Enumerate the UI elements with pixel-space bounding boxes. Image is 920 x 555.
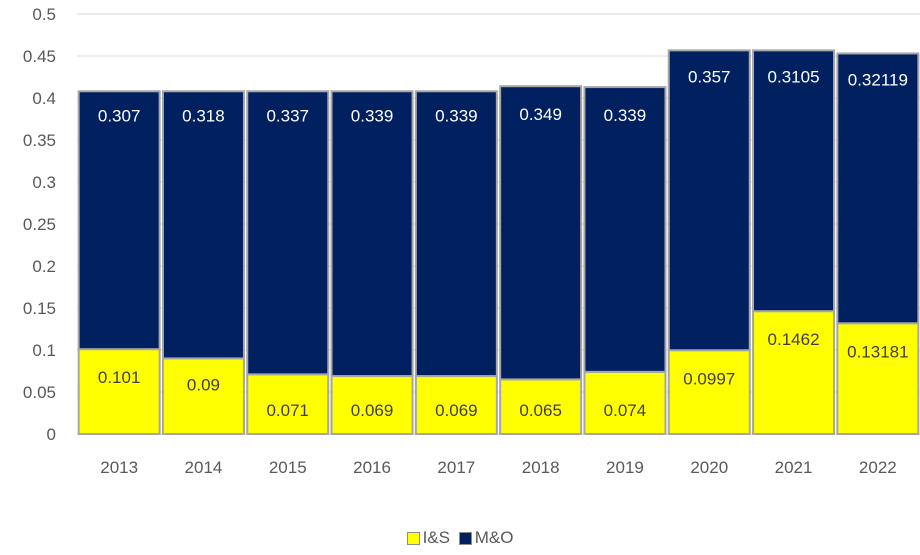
x-tick-label: 2020 [690, 458, 728, 477]
x-axis: 2013 2014 2015 2016 2017 2018 2019 2020 2021 2022 [100, 458, 897, 477]
data-label: 0.337 [266, 106, 309, 125]
bar-mo-2019 [583, 86, 667, 373]
data-label: 0.09 [187, 375, 220, 394]
bar-mo-2017 [414, 90, 498, 378]
bar-mo-2022 [836, 52, 920, 325]
x-tick-label: 2019 [606, 458, 644, 477]
data-label: 0.0997 [683, 369, 735, 388]
data-label: 0.3105 [768, 67, 820, 86]
legend-item-mo: M&O [458, 528, 514, 548]
x-tick-label: 2015 [269, 458, 307, 477]
x-tick-label: 2016 [353, 458, 391, 477]
bar-is-2017 [414, 375, 498, 436]
data-label: 0.318 [182, 106, 225, 125]
data-label: 0.1462 [768, 330, 820, 349]
x-tick-label: 2021 [775, 458, 813, 477]
legend-label-mo: M&O [474, 528, 514, 547]
legend-swatch-is [406, 531, 420, 545]
legend-item-is: I&S [406, 528, 450, 548]
bar-is-2020 [667, 349, 751, 436]
data-label: 0.339 [435, 106, 478, 125]
x-tick-label: 2017 [437, 458, 475, 477]
y-axis: 0 0.05 0.1 0.15 0.2 0.25 0.3 0.35 0.4 0.45 0.5 [23, 5, 56, 444]
y-tick-label: 0.4 [32, 89, 56, 108]
data-label: 0.307 [98, 106, 141, 125]
bar-is-2018 [499, 378, 583, 435]
y-tick-label: 0.15 [23, 299, 56, 318]
legend-label-is: I&S [422, 528, 450, 547]
y-tick-label: 0.45 [23, 47, 56, 66]
y-tick-label: 0.05 [23, 383, 56, 402]
data-label: 0.071 [266, 401, 309, 420]
data-label: 0.13181 [847, 342, 908, 361]
bar-mo-2015 [246, 90, 330, 376]
bars: 0.101 0.307 0.09 0.318 0.071 0.337 0.069 0.339 0… [77, 49, 920, 436]
data-label: 0.069 [351, 401, 394, 420]
x-tick-label: 2013 [100, 458, 138, 477]
bar-mo-2021 [752, 49, 836, 313]
y-tick-label: 0.5 [32, 5, 56, 24]
x-tick-label: 2022 [859, 458, 897, 477]
bar-is-2015 [246, 373, 330, 435]
x-tick-label: 2014 [185, 458, 223, 477]
data-label: 0.339 [351, 106, 394, 125]
legend: I&S M&O [0, 528, 920, 550]
y-tick-label: 0.25 [23, 215, 56, 234]
legend-swatch-mo [458, 531, 472, 545]
x-tick-label: 2018 [522, 458, 560, 477]
bar-mo-2014 [161, 90, 245, 360]
y-tick-label: 0.1 [32, 341, 56, 360]
y-tick-label: 0.35 [23, 131, 56, 150]
bar-is-2013 [77, 348, 161, 435]
data-label: 0.065 [519, 401, 562, 420]
y-tick-label: 0.2 [32, 257, 56, 276]
data-label: 0.339 [604, 106, 647, 125]
bar-mo-2018 [499, 85, 583, 381]
data-label: 0.32119 [848, 70, 908, 89]
bar-mo-2020 [667, 49, 751, 352]
y-tick-label: 0.3 [32, 173, 56, 192]
bar-is-2022 [836, 322, 920, 435]
data-label: 0.349 [519, 105, 562, 124]
data-label: 0.069 [435, 401, 478, 420]
bar-is-2019 [583, 370, 667, 435]
bar-mo-2016 [330, 90, 414, 378]
bar-mo-2013 [77, 90, 161, 351]
bar-is-2016 [330, 375, 414, 436]
data-label: 0.357 [688, 67, 731, 86]
y-tick-label: 0 [47, 425, 56, 444]
bar-is-2014 [161, 357, 245, 435]
data-label: 0.074 [604, 401, 647, 420]
data-label: 0.101 [98, 368, 141, 387]
